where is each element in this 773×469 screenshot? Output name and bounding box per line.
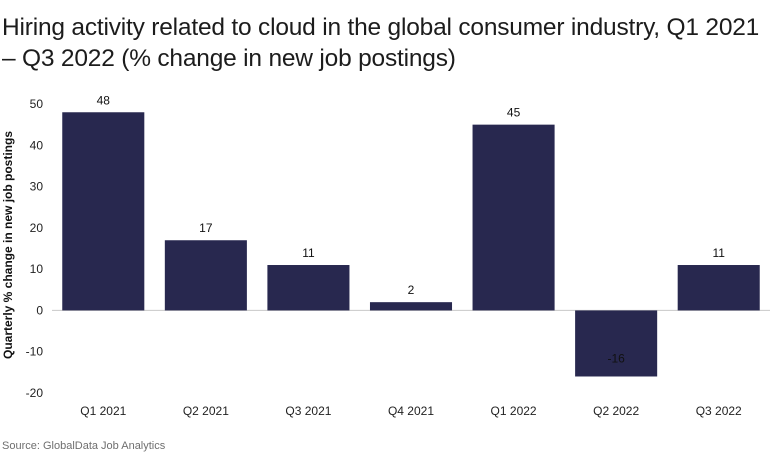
y-axis-label: Quarterly % change in new job postings: [1, 131, 15, 359]
x-tick-label: Q4 2021: [388, 404, 434, 418]
bar: [677, 265, 760, 311]
bar: [164, 240, 247, 311]
data-labels: 48 17 11 2 45 -16 11: [97, 93, 726, 365]
x-tick-label: Q2 2021: [183, 404, 229, 418]
x-tick-label: Q1 2022: [491, 404, 537, 418]
bars: [62, 112, 760, 377]
data-label: 11: [302, 246, 315, 260]
y-tick-label: -20: [26, 386, 44, 400]
chart-title: Hiring activity related to cloud in the …: [2, 14, 760, 72]
x-tick-label: Q1 2021: [80, 404, 126, 418]
source-note: Source: GlobalData Job Analytics: [2, 440, 166, 452]
y-tick-label: 30: [30, 180, 44, 194]
x-tick-label: Q2 2022: [593, 404, 639, 418]
bar: [369, 302, 453, 311]
data-label: 45: [507, 106, 521, 120]
y-tick-label: 10: [30, 262, 44, 276]
y-tick-label: 40: [30, 138, 44, 152]
data-label: 48: [97, 93, 111, 107]
data-label: 2: [408, 283, 415, 297]
y-tick-label: 50: [30, 97, 44, 111]
data-label: -16: [607, 351, 625, 365]
data-label: 11: [712, 246, 725, 260]
x-axis-ticks: Q1 2021 Q2 2021 Q3 2021 Q4 2021 Q1 2022 Q2 20…: [80, 404, 742, 418]
bar: [62, 112, 145, 311]
y-tick-label: 0: [36, 303, 43, 317]
data-label: 17: [199, 221, 213, 235]
y-axis-ticks: -20 -10 0 10 20 30 40 50: [26, 97, 44, 400]
bar: [267, 265, 350, 311]
x-tick-label: Q3 2022: [696, 404, 742, 418]
bar: [472, 124, 555, 311]
y-tick-label: -10: [26, 345, 44, 359]
bar: [575, 310, 658, 377]
y-tick-label: 20: [30, 221, 44, 235]
x-tick-label: Q3 2021: [285, 404, 331, 418]
